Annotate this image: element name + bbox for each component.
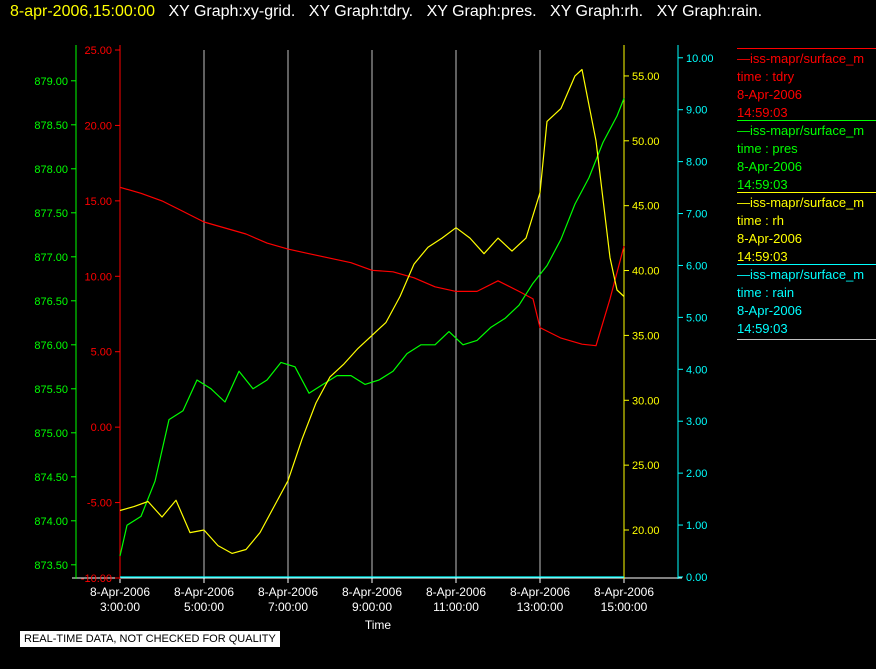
rain-y-tick-label: 0.00 [686,572,707,584]
rh-y-tick-label: 25.00 [632,460,660,472]
x-tick-label-time: 13:00:00 [517,600,564,614]
rain-y-tick-label: 3.00 [686,416,707,428]
legend-date: 8-Apr-2006 [737,231,803,246]
x-tick-label-time: 5:00:00 [184,600,224,614]
legend-series-name: —iss-mapr/surface_m [737,123,865,138]
x-tick-label-date: 8-Apr-2006 [174,585,234,599]
tdry-y-tick-label: 10.00 [84,271,112,283]
legend-rh: —iss-mapr/surface_m time : rh 8-Apr-2006… [737,192,876,266]
disclaimer-label: REAL-TIME DATA, NOT CHECKED FOR QUALITY [20,631,280,647]
legend-time: 14:59:03 [737,321,788,336]
legend-series-name: —iss-mapr/surface_m [737,51,865,66]
tdry-y-tick-label: 25.00 [84,45,112,57]
rain-y-tick-label: 10.00 [686,53,714,65]
legend-time: 14:59:03 [737,249,788,264]
tab-pres[interactable]: XY Graph:pres. [426,3,537,20]
x-tick-label-time: 15:00:00 [601,600,648,614]
rain-y-tick-label: 4.00 [686,364,707,376]
series-line-tdry [119,186,625,347]
legend-divider [737,120,876,121]
tab-rain[interactable]: XY Graph:rain. [656,3,763,20]
x-tick-label-date: 8-Apr-2006 [426,585,486,599]
rain-y-tick-label: 5.00 [686,312,707,324]
legend-date: 8-Apr-2006 [737,159,803,174]
x-tick-label-time: 3:00:00 [100,600,140,614]
pres-y-tick-label: 875.00 [34,428,68,440]
legend-divider [737,264,876,265]
rain-y-tick-label: 1.00 [686,520,707,532]
pres-y-tick-label: 877.50 [34,208,68,220]
pres-y-tick-label: 876.00 [34,340,68,352]
legend-date: 8-Apr-2006 [737,87,803,102]
tab-tdry[interactable]: XY Graph:tdry. [308,3,414,20]
rain-y-tick-label: 8.00 [686,157,707,169]
legend-field: time : tdry [737,69,795,84]
tdry-y-tick-label: -10.00 [81,573,112,585]
legend-rain: —iss-mapr/surface_m time : rain 8-Apr-20… [737,264,876,340]
rain-y-tick-label: 9.00 [686,105,707,117]
rh-y-tick-label: 55.00 [632,71,660,83]
rh-y-tick-label: 35.00 [632,330,660,342]
rh-y-tick-label: 50.00 [632,136,660,148]
tab-xy-grid[interactable]: XY Graph:xy-grid. [168,3,296,20]
tab-rh[interactable]: XY Graph:rh. [550,3,644,20]
x-tick-label-date: 8-Apr-2006 [90,585,150,599]
rh-y-tick-label: 40.00 [632,266,660,278]
pres-y-tick-label: 878.50 [34,120,68,132]
pres-y-tick-label: 876.50 [34,296,68,308]
x-tick-label-date: 8-Apr-2006 [342,585,402,599]
legend-divider [737,192,876,193]
rh-y-tick-label: 20.00 [632,525,660,537]
legend-divider [737,48,876,49]
pres-y-tick-label: 874.00 [34,516,68,528]
series-line-rh [119,68,625,555]
pres-y-tick-label: 878.00 [34,164,68,176]
rain-y-tick-label: 7.00 [686,209,707,221]
tdry-y-tick-label: 0.00 [91,422,112,434]
rain-y-tick-label: 2.00 [686,468,707,480]
tdry-y-tick-label: 15.00 [84,196,112,208]
legend-field: time : rh [737,213,784,228]
tdry-y-tick-label: 5.00 [91,347,112,359]
pres-y-tick-label: 877.00 [34,252,68,264]
legend-time: 14:59:03 [737,177,788,192]
legend-field: time : pres [737,141,798,156]
series-line-pres [119,98,625,557]
pres-y-tick-label: 873.50 [34,560,68,572]
x-tick-label-date: 8-Apr-2006 [258,585,318,599]
x-tick-label-date: 8-Apr-2006 [510,585,570,599]
legend-divider [737,339,876,340]
rh-y-tick-label: 45.00 [632,201,660,213]
legend-time: 14:59:03 [737,105,788,120]
legend-date: 8-Apr-2006 [737,303,803,318]
pres-y-tick-label: 879.00 [34,76,68,88]
x-axis-label: Time [365,618,392,632]
legend-series-name: —iss-mapr/surface_m [737,195,865,210]
pres-y-tick-label: 874.50 [34,472,68,484]
tdry-y-tick-label: 20.00 [84,120,112,132]
rh-y-tick-label: 30.00 [632,395,660,407]
rain-y-tick-label: 6.00 [686,260,707,272]
tdry-y-tick-label: -5.00 [87,498,112,510]
x-tick-label-date: 8-Apr-2006 [594,585,654,599]
pres-y-tick-label: 875.50 [34,384,68,396]
legend-series-name: —iss-mapr/surface_m [737,267,865,282]
title-bar: 8-apr-2006,15:00:00 XY Graph:xy-grid. XY… [10,3,762,21]
legend-pres: —iss-mapr/surface_m time : pres 8-Apr-20… [737,120,876,194]
x-tick-label-time: 7:00:00 [268,600,308,614]
x-tick-label-time: 9:00:00 [352,600,392,614]
legend-tdry: —iss-mapr/surface_m time : tdry 8-Apr-20… [737,48,876,122]
timestamp: 8-apr-2006,15:00:00 [10,3,155,20]
x-tick-label-time: 11:00:00 [433,600,479,614]
legend-field: time : rain [737,285,795,300]
